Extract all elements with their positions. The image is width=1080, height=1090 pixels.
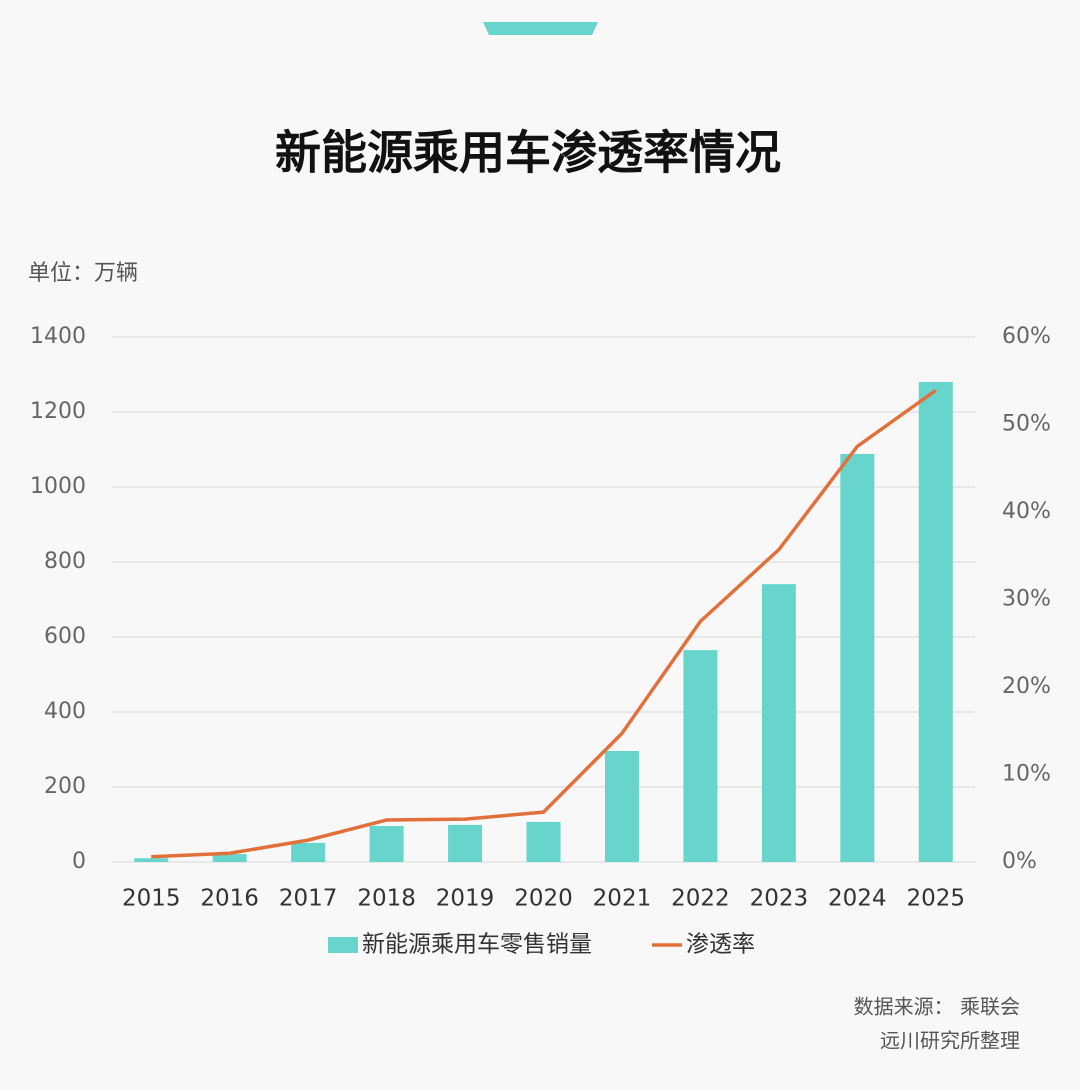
y2-tick-label: 30% [1002, 587, 1051, 612]
y-tick-label: 1200 [30, 399, 86, 424]
x-tick-label: 2019 [436, 886, 495, 912]
y-tick-label: 1000 [30, 474, 86, 499]
bar [840, 454, 875, 862]
x-tick-label: 2025 [906, 886, 965, 912]
y-axis-label: 单位：万辆 [28, 261, 138, 286]
source: 数据来源： 乘联会 [854, 995, 1020, 1019]
bar [918, 382, 953, 862]
y2-tick-label: 40% [1002, 499, 1051, 524]
bar [448, 824, 483, 862]
bar [291, 842, 326, 862]
y2-tick-label: 60% [1002, 324, 1051, 349]
bar [526, 821, 561, 862]
x-tick-label: 2015 [122, 886, 181, 912]
legend-label: 渗透率 [686, 932, 755, 958]
y-tick-label: 400 [44, 699, 86, 724]
y-tick-label: 800 [44, 549, 86, 574]
bar [369, 826, 404, 862]
legend-label: 新能源乘用车零售销量 [362, 932, 592, 958]
x-tick-label: 2018 [357, 886, 416, 912]
x-tick-label: 2021 [593, 886, 652, 912]
y2-tick-label: 20% [1002, 674, 1051, 699]
y-tick-label: 0 [72, 849, 86, 874]
chart-title: 新能源乘用车渗透率情况 [275, 126, 781, 180]
y2-tick-label: 0% [1002, 849, 1037, 874]
y-tick-label: 1400 [30, 324, 86, 349]
legend-swatch [328, 937, 358, 953]
y2-tick-label: 50% [1002, 412, 1051, 437]
bar [761, 584, 796, 862]
line [151, 388, 937, 859]
y-tick-label: 200 [44, 774, 86, 799]
x-tick-label: 2022 [671, 886, 730, 912]
x-tick-label: 2017 [279, 886, 338, 912]
source: 远川研究所整理 [880, 1029, 1020, 1053]
x-tick-label: 2024 [828, 886, 887, 912]
x-tick-label: 2023 [750, 886, 809, 912]
y2-tick-label: 10% [1002, 762, 1051, 787]
bar [683, 650, 718, 862]
bar [212, 854, 247, 862]
bar [134, 858, 169, 862]
y-tick-label: 600 [44, 624, 86, 649]
top-decoration [483, 22, 598, 35]
bar [604, 751, 639, 862]
x-tick-label: 2016 [200, 886, 259, 912]
x-tick-label: 2020 [514, 886, 573, 912]
